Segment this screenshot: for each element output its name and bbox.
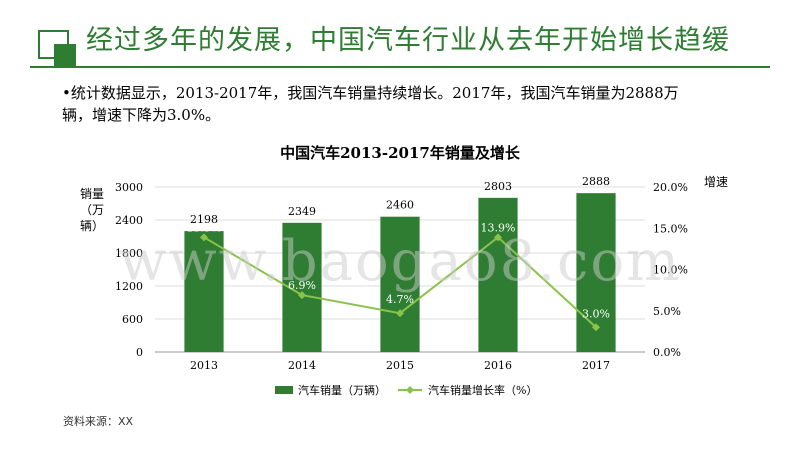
y-tick-label: 3000 bbox=[115, 181, 143, 194]
growth-point bbox=[592, 323, 600, 332]
y2-axis-ticks: 0.0% 5.0% 10.0% 15.0% 20.0% bbox=[653, 181, 688, 359]
legend-bar-swatch bbox=[275, 386, 293, 394]
bar bbox=[380, 216, 420, 352]
y-tick-label: 2400 bbox=[115, 214, 143, 227]
y-tick-label: 1200 bbox=[115, 280, 143, 293]
y-tick-label: 1800 bbox=[115, 247, 143, 260]
y2-tick-label: 0.0% bbox=[653, 346, 681, 359]
bar-value-label: 2803 bbox=[484, 180, 512, 193]
x-tick-label: 2016 bbox=[484, 359, 512, 372]
x-tick-label: 2013 bbox=[190, 359, 218, 372]
y2-tick-label: 15.0% bbox=[653, 222, 688, 235]
growth-point bbox=[298, 291, 306, 300]
y2-axis-label: 增速 bbox=[704, 175, 728, 189]
y-tick-label: 0 bbox=[136, 346, 143, 359]
body-text: •统计数据显示，2013-2017年，我国汽车销量持续增长。2017年，我国汽车… bbox=[62, 84, 679, 124]
growth-value-label: 4.7% bbox=[386, 293, 414, 306]
growth-value-label: 6.9% bbox=[288, 279, 316, 292]
watermark: www.baogao8.com bbox=[119, 229, 681, 294]
bar bbox=[184, 231, 224, 352]
legend-line-marker bbox=[406, 386, 414, 394]
bar-value-label: 2198 bbox=[190, 213, 218, 226]
legend-line-label: 汽车销量增长率（%） bbox=[428, 383, 537, 397]
title-divider bbox=[30, 66, 770, 68]
chart-title: 中国汽车2013-2017年销量及增长 bbox=[280, 144, 521, 162]
y2-tick-label: 20.0% bbox=[653, 181, 688, 194]
y2-tick-label: 5.0% bbox=[653, 305, 681, 318]
growth-value-label: 13.9% bbox=[481, 221, 516, 234]
growth-value-label: 3.0% bbox=[582, 307, 610, 320]
source-note: 资料来源：XX bbox=[63, 415, 134, 428]
growth-value-label: 13.9% bbox=[187, 221, 222, 234]
x-axis-ticks: 2013 2014 2015 2016 2017 bbox=[190, 359, 610, 372]
bar-value-label: 2349 bbox=[288, 205, 316, 218]
bar bbox=[478, 197, 518, 352]
growth-point bbox=[494, 233, 502, 242]
y-axis-label: 销量（万辆） bbox=[80, 187, 104, 233]
x-tick-label: 2017 bbox=[582, 359, 610, 372]
bar-value-label: 2888 bbox=[582, 175, 610, 188]
bar-value-label: 2460 bbox=[386, 199, 414, 212]
slide-title: 经过多年的发展，中国汽车行业从去年开始增长趋缓 bbox=[86, 25, 730, 56]
legend: 汽车销量（万辆） 汽车销量增长率（%） bbox=[275, 383, 537, 397]
y-tick-label: 600 bbox=[122, 313, 143, 326]
x-tick-label: 2015 bbox=[386, 359, 414, 372]
growth-line bbox=[200, 233, 600, 332]
y-axis-ticks: 0 600 1200 1800 2400 3000 bbox=[115, 181, 143, 359]
bar-labels: 2198 2349 2460 2803 2888 bbox=[190, 175, 610, 226]
legend-bar-label: 汽车销量（万辆） bbox=[298, 383, 386, 397]
growth-point bbox=[396, 309, 404, 318]
growth-point bbox=[200, 233, 208, 242]
logo-square-filled bbox=[54, 44, 76, 66]
x-tick-label: 2014 bbox=[288, 359, 316, 372]
y2-tick-label: 10.0% bbox=[653, 264, 688, 277]
growth-labels: 13.9% 6.9% 4.7% 13.9% 3.0% bbox=[187, 221, 610, 320]
